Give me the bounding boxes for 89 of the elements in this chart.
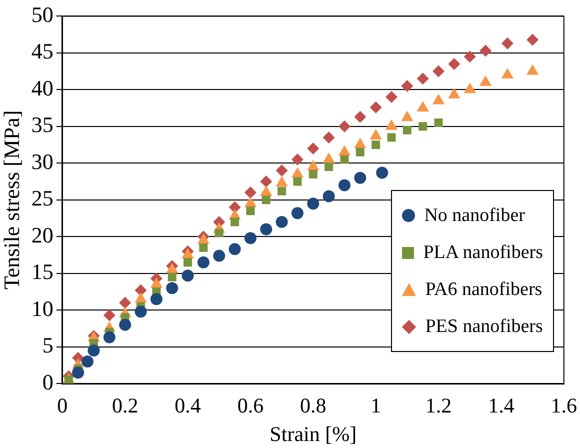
y-tick-label: 25 — [31, 186, 54, 211]
point — [464, 50, 476, 63]
point — [88, 344, 100, 357]
legend-label: PA6 nanofibers — [425, 278, 542, 302]
x-tick-label: 0.8 — [300, 394, 326, 418]
point — [416, 101, 429, 112]
x-tick-label: 0.6 — [237, 394, 264, 418]
point — [354, 110, 366, 123]
y-tick-label: 0 — [42, 369, 54, 394]
point — [134, 306, 147, 318]
point — [182, 248, 194, 259]
y-tick-label: 30 — [31, 148, 54, 174]
y-tick-label: 20 — [31, 222, 54, 248]
point — [197, 256, 210, 268]
point — [387, 133, 396, 142]
point — [182, 270, 194, 282]
point — [199, 243, 208, 252]
point — [244, 196, 257, 208]
point — [246, 206, 255, 216]
point — [324, 162, 334, 172]
point — [119, 296, 132, 309]
x-tick-label: 0.2 — [112, 394, 138, 418]
point — [385, 91, 398, 104]
legend-label: PLA nanofibers — [423, 241, 543, 265]
point — [376, 166, 388, 179]
point — [103, 309, 116, 322]
y-tick-label: 40 — [31, 75, 54, 100]
point — [168, 272, 176, 282]
y-tick-label: 15 — [31, 259, 54, 284]
point — [260, 176, 272, 188]
point — [501, 37, 514, 50]
point — [401, 110, 414, 122]
point — [322, 131, 335, 144]
point — [401, 80, 414, 92]
point — [370, 101, 382, 114]
point — [166, 282, 178, 294]
x-axis-title: Strain [%] — [270, 422, 357, 446]
point — [356, 148, 364, 156]
point — [372, 140, 380, 150]
y-tick-label: 45 — [31, 38, 54, 64]
point — [340, 155, 349, 164]
point — [402, 126, 412, 134]
point — [432, 65, 445, 78]
point — [119, 318, 132, 331]
point — [418, 122, 428, 131]
point — [72, 366, 84, 379]
x-tick-label: 1 — [370, 394, 382, 418]
point — [276, 216, 288, 228]
point — [416, 72, 429, 85]
point — [307, 142, 320, 154]
point — [480, 44, 492, 57]
x-tick-label: 0.4 — [174, 394, 202, 418]
point — [260, 186, 272, 196]
point — [184, 258, 192, 267]
point — [293, 177, 302, 186]
y-tick-label: 35 — [31, 112, 54, 138]
point — [291, 207, 304, 220]
point — [81, 356, 94, 368]
point — [103, 331, 116, 344]
point — [278, 186, 286, 196]
point — [228, 243, 241, 256]
x-tick-label: 1.6 — [550, 394, 577, 418]
point — [214, 228, 224, 238]
point — [448, 58, 460, 70]
point — [322, 190, 335, 202]
y-tick-label: 10 — [31, 296, 54, 321]
x-tick-label: 1.4 — [488, 394, 515, 418]
point — [308, 170, 318, 178]
point — [291, 153, 304, 166]
point — [244, 186, 256, 199]
point — [434, 118, 443, 127]
y-axis-title: Tensile stress [MPa] — [0, 110, 24, 290]
point — [338, 179, 350, 192]
point — [338, 120, 350, 132]
y-tick-label: 5 — [42, 332, 54, 358]
point — [213, 250, 226, 262]
legend-label: No nanofiber — [424, 204, 525, 228]
point — [230, 218, 240, 226]
point — [150, 293, 162, 306]
point — [262, 196, 270, 204]
point — [276, 164, 288, 177]
point — [354, 172, 366, 184]
x-tick-label: 1.2 — [425, 394, 452, 418]
point — [260, 223, 272, 236]
point — [244, 232, 256, 244]
point — [307, 198, 320, 210]
y-tick-label: 50 — [31, 2, 54, 27]
point — [526, 34, 539, 46]
legend-label: PES nanofibers — [425, 315, 543, 339]
